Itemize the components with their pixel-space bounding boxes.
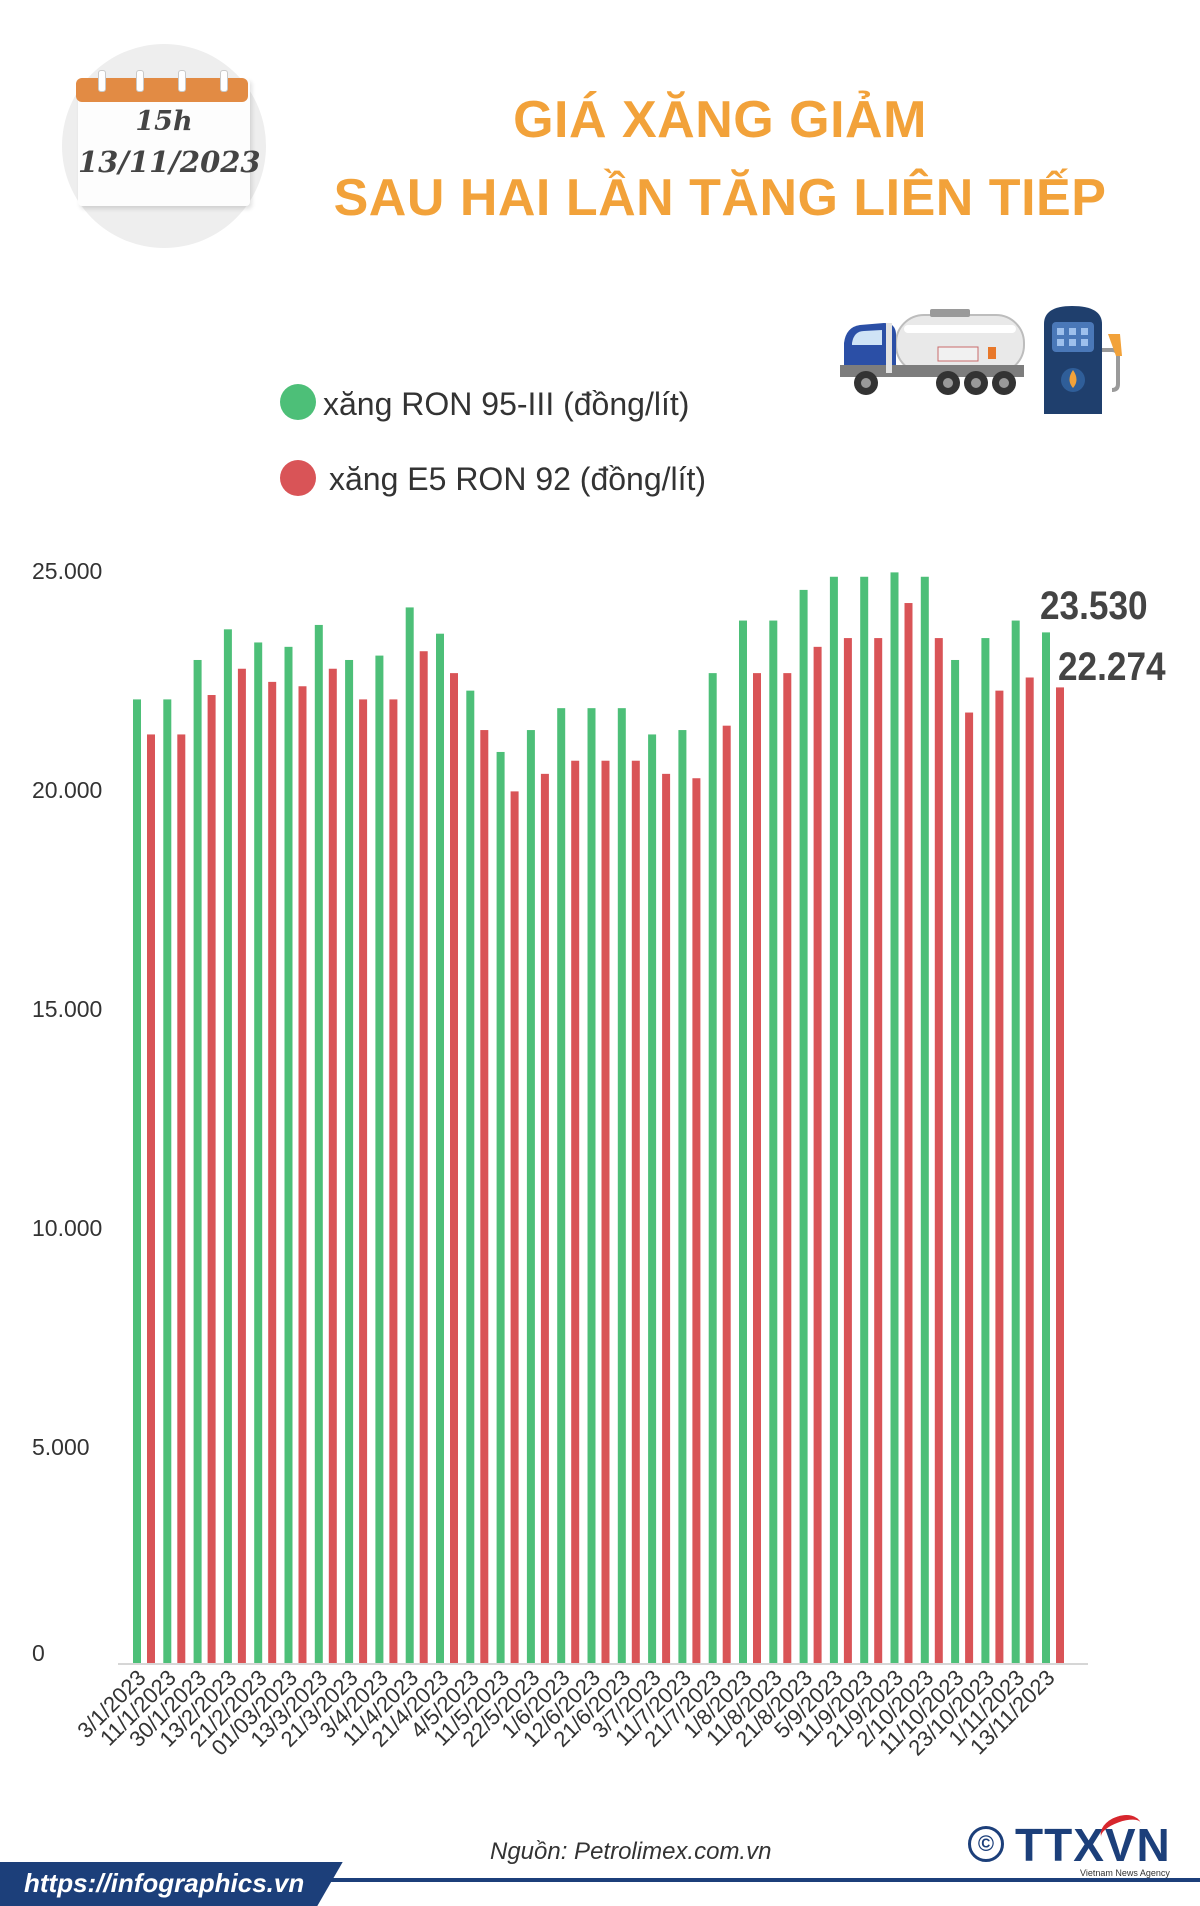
bar-e5 — [843, 638, 852, 1663]
bar-series — [133, 572, 1064, 1664]
calendar-ring-icon — [136, 70, 144, 92]
bar-e5 — [631, 760, 640, 1663]
legend-label-e5: xăng E5 RON 92 (đồng/lít) — [329, 461, 707, 497]
bar-e5 — [1025, 677, 1034, 1663]
bar-e5 — [147, 734, 155, 1663]
footer-url-link[interactable]: https://infographics.vn — [24, 1868, 305, 1898]
x-axis: 3/1/202311/1/202330/1/202313/2/202321/2/… — [72, 1665, 1059, 1761]
bar-ron95 — [739, 620, 747, 1663]
bar-e5 — [783, 673, 792, 1663]
footer-band — [0, 1862, 306, 1906]
bar-e5 — [934, 638, 943, 1663]
bar-ron95 — [526, 730, 535, 1663]
bar-e5 — [298, 686, 307, 1663]
bar-e5 — [207, 695, 216, 1663]
y-tick-label: 20.000 — [32, 777, 102, 803]
bar-ron95 — [1042, 632, 1050, 1663]
price-bar-chart: 0 5.000 10.000 15.000 20.000 25.000 3/1/20231… — [32, 558, 1166, 1761]
bar-ron95 — [345, 659, 354, 1663]
bar-ron95 — [193, 659, 202, 1663]
y-tick-label: 0 — [32, 1640, 45, 1666]
bar-e5 — [268, 681, 277, 1663]
bar-ron95 — [678, 730, 687, 1663]
bar-e5 — [904, 603, 913, 1663]
calendar-ring-icon — [220, 70, 228, 92]
bar-ron95 — [587, 708, 596, 1663]
bar-e5 — [510, 791, 519, 1663]
calendar-time: 15h — [135, 106, 193, 137]
bar-ron95 — [829, 576, 838, 1663]
last-value-ron95-label: 23.530 — [1040, 583, 1148, 628]
bar-ron95 — [284, 646, 293, 1663]
bar-e5 — [328, 668, 337, 1663]
bar-ron95 — [617, 708, 626, 1663]
bar-ron95 — [223, 629, 232, 1663]
bar-ron95 — [436, 633, 444, 1664]
bar-e5 — [995, 690, 1004, 1663]
bar-e5 — [662, 773, 671, 1663]
bar-e5 — [177, 734, 186, 1663]
bar-ron95 — [466, 690, 475, 1663]
bar-e5 — [1056, 687, 1064, 1663]
bar-e5 — [450, 673, 458, 1663]
bar-ron95 — [860, 576, 869, 1663]
y-tick-label: 10.000 — [32, 1215, 102, 1241]
bar-ron95 — [769, 620, 778, 1663]
bar-e5 — [389, 699, 398, 1663]
bar-ron95 — [557, 708, 566, 1663]
bar-ron95 — [163, 699, 172, 1663]
bar-ron95 — [254, 642, 263, 1663]
bar-e5 — [753, 673, 761, 1663]
logo-subtitle: Vietnam News Agency — [1080, 1868, 1170, 1878]
bar-e5 — [540, 773, 549, 1663]
last-value-e5-label: 22.274 — [1058, 644, 1166, 689]
bar-ron95 — [951, 659, 960, 1663]
bar-e5 — [480, 730, 489, 1663]
bar-ron95 — [890, 572, 899, 1663]
bar-e5 — [237, 668, 246, 1663]
tanker-truck-icon — [840, 309, 1025, 395]
y-tick-label: 25.000 — [32, 558, 102, 584]
bar-e5 — [813, 646, 822, 1663]
y-tick-label: 5.000 — [32, 1434, 90, 1460]
bar-e5 — [874, 638, 883, 1663]
fuel-pump-icon — [1044, 306, 1122, 414]
bar-ron95 — [708, 673, 717, 1663]
calendar-date: 13/11/2023 — [78, 145, 261, 179]
bar-ron95 — [314, 624, 323, 1664]
footer-rule — [300, 1878, 1200, 1882]
bar-ron95 — [799, 589, 808, 1663]
bar-e5 — [359, 699, 368, 1663]
legend-marker-e5 — [280, 460, 316, 496]
bar-e5 — [419, 651, 428, 1663]
bar-ron95 — [405, 607, 414, 1664]
bar-ron95 — [375, 655, 384, 1663]
calendar-ring-icon — [98, 70, 106, 92]
source-note: Nguồn: Petrolimex.com.vn — [490, 1838, 772, 1865]
bar-ron95 — [1011, 620, 1020, 1663]
y-tick-label: 15.000 — [32, 996, 102, 1022]
bar-ron95 — [133, 699, 141, 1663]
bar-e5 — [965, 712, 974, 1663]
ttxvn-logo: TTXVN — [1015, 1819, 1171, 1871]
legend-label-ron95: xăng RON 95-III (đồng/lít) — [323, 386, 690, 422]
calendar-ring-icon — [178, 70, 186, 92]
page-title-line-2: SAU HAI LẦN TĂNG LIÊN TIẾP — [333, 169, 1107, 227]
bar-e5 — [571, 760, 580, 1663]
bar-ron95 — [648, 734, 657, 1663]
legend-marker-ron95 — [280, 384, 316, 420]
y-axis: 0 5.000 10.000 15.000 20.000 25.000 — [32, 558, 102, 1666]
bar-ron95 — [981, 638, 990, 1663]
bar-e5 — [722, 725, 731, 1663]
bar-e5 — [692, 778, 701, 1663]
copyright-icon: © — [968, 1826, 1004, 1862]
page-title-line-1: GIÁ XĂNG GIẢM — [513, 91, 927, 149]
bar-ron95 — [496, 751, 505, 1663]
bar-e5 — [601, 760, 610, 1663]
bar-ron95 — [920, 576, 929, 1663]
